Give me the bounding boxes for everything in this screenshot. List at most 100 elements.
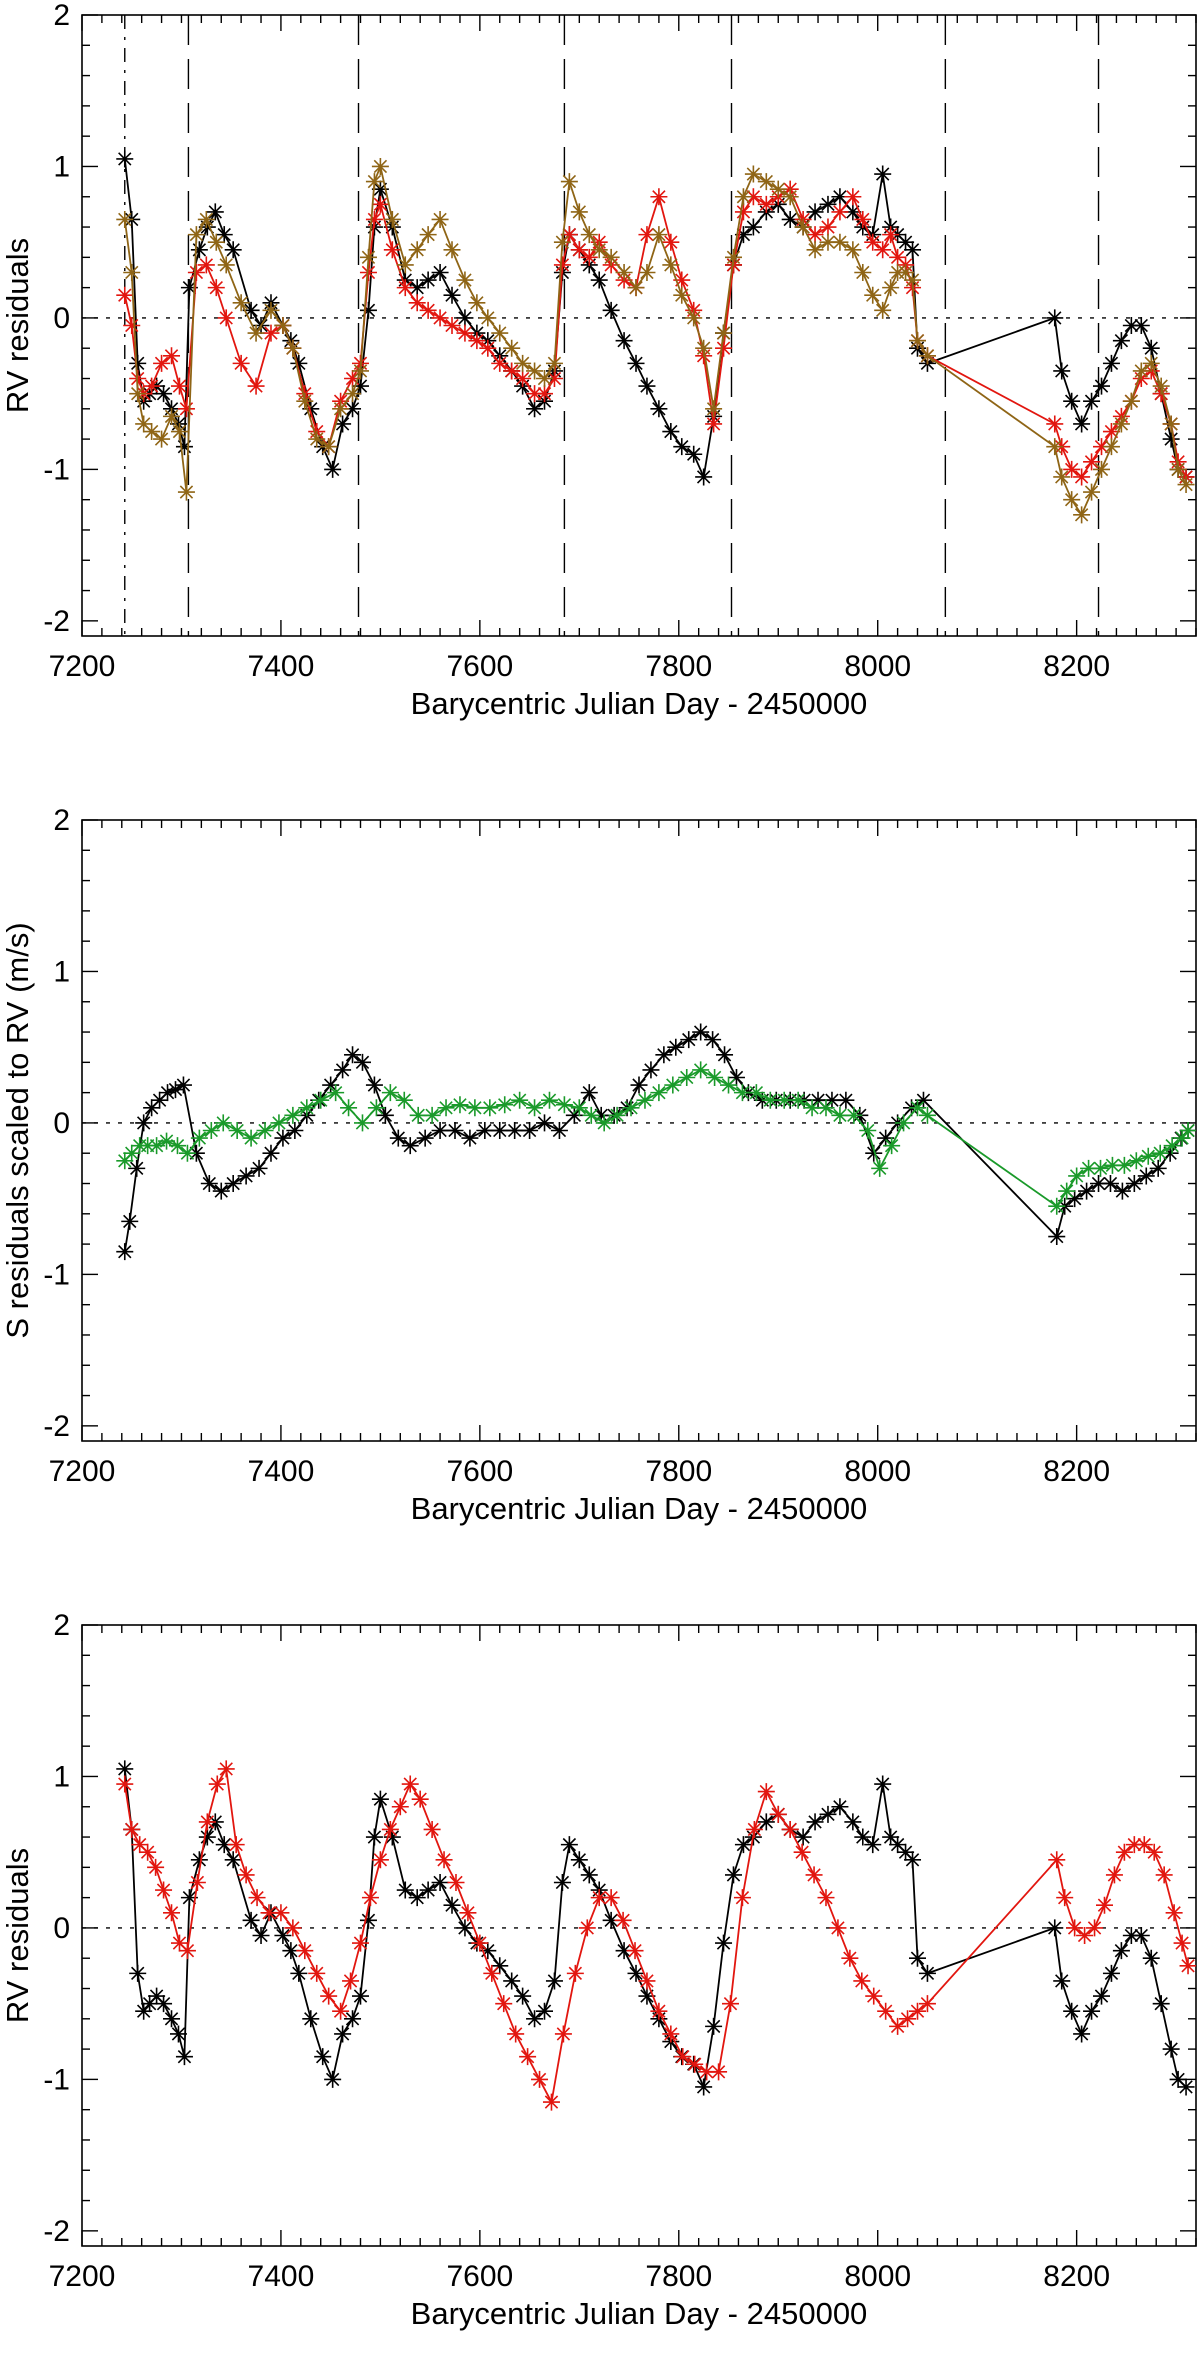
data-point [680,1031,698,1049]
data-point [889,2017,907,2035]
data-point [1142,354,1160,372]
data-point [121,1212,139,1230]
data-point [419,226,437,244]
data-point [456,1919,474,1937]
data-point [129,385,147,403]
data-point [141,1995,159,2013]
data-point [1078,1182,1096,1200]
data-point [409,1106,427,1124]
data-point [308,430,326,448]
data-point [116,1775,134,1793]
data-point [570,203,588,221]
data-point [761,1091,779,1109]
data-point [320,438,338,456]
data-point [324,2070,342,2088]
data-point [854,1828,872,1846]
data-point [865,1987,883,2005]
data-point [550,1122,568,1139]
data-point [630,1076,648,1094]
x-tick-label: 7200 [49,2260,116,2293]
data-point [437,1099,455,1117]
data-point [1137,1167,1155,1185]
data-point [252,1927,270,1944]
data-point [895,1114,913,1132]
data-point [479,309,497,327]
data-point [918,347,936,365]
data-point [396,1881,414,1899]
data-point [1048,1851,1066,1869]
y-tick-label: 0 [53,302,70,335]
data-point [819,195,837,213]
x-tick-label: 7200 [49,650,116,683]
data-point [1173,1934,1191,1952]
data-point [553,1873,571,1891]
data-point [344,385,362,403]
data-point [262,301,280,319]
plot-frame-bottom [81,1624,1197,2247]
data-point [178,1144,196,1162]
data-point [638,226,656,244]
data-point [481,1099,499,1117]
data-point [308,1964,326,1982]
data-point [496,1096,514,1114]
data-point [443,241,461,259]
data-point [650,1084,668,1102]
data-point [511,1091,529,1109]
data-point [627,1964,645,1982]
data-point [781,188,799,206]
data-point [686,2055,704,2073]
data-point [1162,430,1180,448]
data-point [918,1964,936,1982]
data-point [789,1091,807,1109]
data-point [166,1081,184,1099]
data-point [435,1851,453,1869]
data-point [757,1813,775,1831]
data-point [526,400,544,418]
data-point [650,400,668,418]
data-point [1165,1904,1183,1922]
data-point [1125,1836,1143,1854]
data-point [296,1942,314,1960]
data-point [282,332,300,350]
data-point [187,263,205,281]
data-point [536,1114,554,1132]
data-point [844,241,862,259]
data-point [1046,309,1064,327]
data-point [602,1889,620,1907]
data-point [423,1106,441,1124]
data-point [274,1129,292,1147]
data-point [844,188,862,206]
panel-bottom: 7200 7400 7600 7800 8000 8200 -2 -1 0 1 2 Barycentr… [0,1609,1197,2331]
data-point [874,1775,892,1793]
data-point [638,263,656,281]
data-point [262,324,280,342]
data-point [638,1987,656,2005]
data-point [673,286,691,304]
data-point [560,173,578,191]
data-point [909,332,926,350]
data-point [169,2025,187,2043]
series-group-middle [116,1023,1196,1261]
data-point [371,1851,389,1869]
data-point [408,241,426,259]
data-point [242,1911,260,1929]
data-point [116,1152,134,1170]
data-point [705,2017,723,2035]
data-point [471,1934,489,1952]
data-point [775,1091,793,1109]
data-point [116,210,134,228]
data-point [177,400,195,418]
data-point [476,1122,494,1139]
data-point [1083,483,1101,501]
data-point [312,1091,330,1109]
data-point [359,301,377,319]
data-point [877,2002,895,2020]
data-point [451,1096,469,1114]
data-point [1063,392,1081,410]
data-point [419,301,437,319]
data-point [419,1881,437,1899]
data-point [1112,332,1130,350]
data-point [1073,468,1091,486]
data-point [131,1836,149,1854]
data-point [129,354,147,372]
